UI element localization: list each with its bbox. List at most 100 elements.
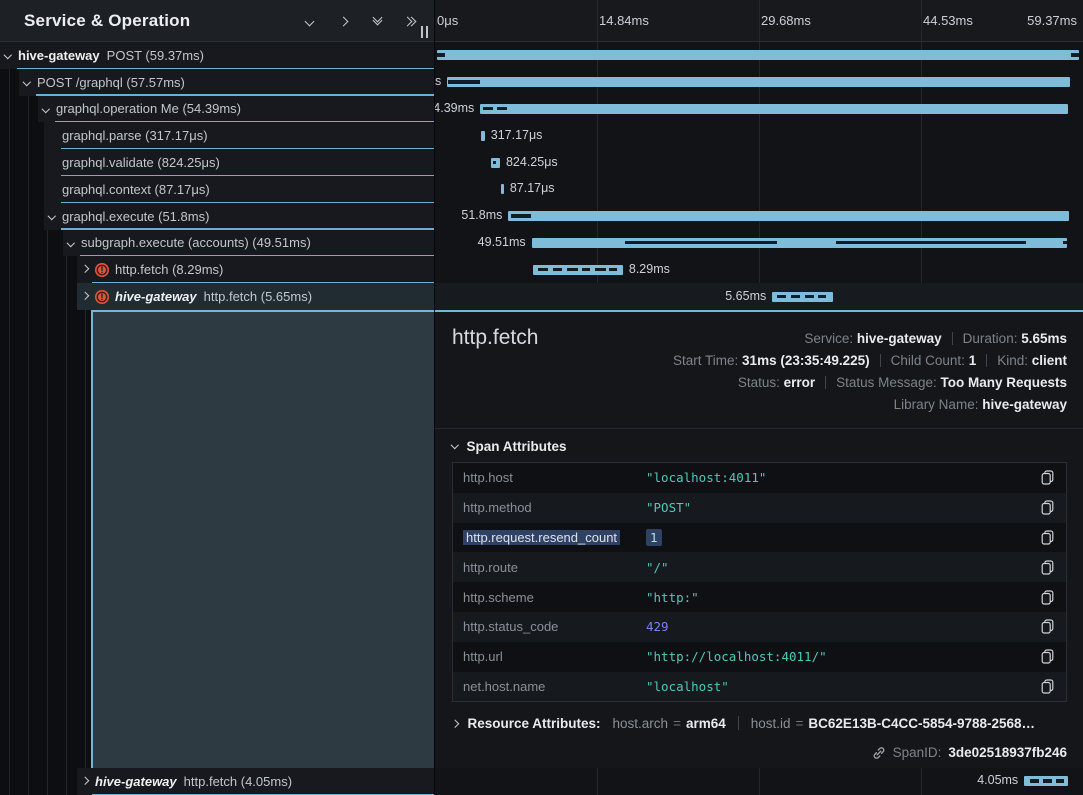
attribute-row[interactable]: http.url "http://localhost:4011/" — [453, 641, 1066, 672]
span-timeline-row[interactable]: 87.17μs — [435, 176, 1083, 203]
span-service-name: hive-gateway — [95, 773, 177, 789]
attribute-row[interactable]: http.scheme "http:" — [453, 582, 1066, 612]
attribute-key: http.status_code — [463, 619, 559, 635]
bar-duration-label: 5.65ms — [725, 288, 767, 303]
span-operation-label: subgraph.execute (accounts) (49.51ms) — [81, 235, 311, 251]
span-timeline-row[interactable]: 5.65ms — [435, 283, 1083, 310]
span-tree-row[interactable]: graphql.validate (824.25μs) — [44, 149, 434, 176]
span-duration-bar[interactable] — [491, 157, 500, 168]
span-duration-bar[interactable] — [447, 77, 1070, 88]
span-tree-row[interactable]: ! http.fetch (8.29ms) — [77, 256, 434, 284]
copy-icon[interactable] — [1039, 498, 1056, 517]
span-duration-bar[interactable] — [531, 237, 1068, 248]
axis-tick: 44.53ms — [923, 13, 973, 28]
span-duration-bar[interactable] — [772, 291, 834, 302]
row-underline — [55, 121, 434, 123]
child-span-segment — [511, 214, 531, 218]
span-tree-row[interactable]: hive-gateway POST (59.37ms) — [0, 42, 434, 69]
resource-attributes-toggle[interactable]: Resource Attributes: host.arch = arm64 host… — [452, 716, 1067, 731]
attribute-key: net.host.name — [463, 678, 546, 694]
span-tree-row[interactable]: ! hive-gateway http.fetch (5.65ms) — [77, 283, 434, 310]
span-meta: Service: hive-gateway Duration: 5.65ms Sta… — [673, 328, 1067, 416]
meta-label: Status Message: — [836, 375, 941, 390]
span-operation-label: http.fetch (8.29ms) — [115, 262, 224, 278]
span-duration-bar[interactable] — [480, 103, 1069, 114]
attribute-row[interactable]: http.route "/" — [453, 552, 1066, 583]
span-tree-row[interactable]: graphql.context (87.17μs) — [44, 176, 434, 203]
error-icon: ! — [95, 262, 109, 277]
span-timeline-row[interactable]: 51.8ms — [435, 203, 1083, 230]
span-duration-bar[interactable] — [501, 184, 504, 195]
span-id-label: SpanID: — [892, 745, 942, 760]
chevron-right-icon — [452, 719, 459, 728]
copy-icon[interactable] — [1039, 468, 1056, 487]
span-timeline-row[interactable]: 49.51ms — [435, 230, 1083, 257]
span-timeline-row[interactable]: 57.57ms — [435, 69, 1083, 96]
span-operation-label: graphql.context (87.17μs) — [62, 181, 210, 197]
span-duration-bar[interactable] — [533, 264, 623, 275]
attribute-value: 429 — [646, 619, 669, 635]
span-tree-row[interactable]: POST /graphql (57.57ms) — [19, 68, 434, 96]
meta-divider — [951, 332, 953, 345]
panel-title: Service & Operation — [24, 11, 191, 30]
span-tree-row[interactable]: graphql.parse (317.17μs) — [44, 122, 434, 150]
panel-resize-handle[interactable] — [421, 26, 428, 38]
span-timeline-row[interactable]: 4.05ms — [435, 768, 1083, 795]
span-timeline-row[interactable]: 824.25μs — [435, 149, 1083, 176]
chevron-down-icon[interactable] — [300, 12, 318, 30]
span-operation-label: http.fetch (4.05ms) — [183, 773, 293, 789]
meta-value: 1 — [968, 353, 977, 368]
span-duration-bar[interactable] — [1024, 776, 1068, 787]
span-timeline-row[interactable] — [435, 42, 1083, 69]
resource-value: arm64 — [685, 716, 726, 731]
panel-divider[interactable] — [434, 0, 435, 795]
meta-value: error — [783, 375, 816, 390]
meta-value: hive-gateway — [982, 397, 1067, 412]
child-span-segment — [537, 267, 549, 272]
service-operation-header: Service & Operation — [0, 0, 434, 42]
attribute-row[interactable]: net.host.name "localhost" — [453, 671, 1066, 702]
double-chevron-right-icon[interactable] — [402, 12, 420, 30]
attribute-row[interactable]: http.request.resend_count 1 — [453, 522, 1066, 553]
span-tree-row[interactable]: graphql.execute (51.8ms) — [44, 202, 434, 230]
child-span-segment — [497, 106, 507, 111]
span-tree-row[interactable]: subgraph.execute (accounts) (49.51ms) — [63, 229, 434, 257]
attribute-row[interactable]: http.status_code 429 — [453, 611, 1066, 642]
attribute-value: 1 — [646, 528, 1039, 546]
meta-line: Library Name: hive-gateway — [673, 394, 1067, 416]
copy-icon[interactable] — [1039, 558, 1056, 577]
child-span-segment — [1071, 53, 1079, 57]
row-underline — [36, 94, 434, 96]
child-span-segment — [625, 240, 777, 245]
attribute-value: "POST" — [646, 500, 692, 516]
child-span-segment — [1043, 779, 1053, 783]
span-duration-bar[interactable] — [437, 50, 1079, 61]
selected-span-expanded-area — [91, 310, 434, 768]
double-chevron-down-icon[interactable] — [368, 12, 386, 30]
resource-key: host.arch — [612, 716, 669, 731]
span-duration-bar[interactable] — [481, 130, 485, 141]
span-timeline-row[interactable]: 54.39ms — [435, 96, 1083, 123]
chevron-right-icon[interactable] — [334, 12, 352, 30]
copy-icon[interactable] — [1039, 677, 1056, 696]
copy-icon[interactable] — [1039, 588, 1056, 607]
span-duration-bar[interactable] — [508, 211, 1069, 222]
copy-icon[interactable] — [1039, 528, 1056, 547]
span-tree-row[interactable]: graphql.operation Me (54.39ms) — [38, 95, 434, 123]
bar-duration-label: 87.17μs — [509, 181, 555, 196]
span-timeline-row[interactable]: 317.17μs — [435, 122, 1083, 149]
attribute-row[interactable]: http.method "POST" — [453, 492, 1066, 523]
span-tree-row[interactable]: hive-gateway http.fetch (4.05ms) — [77, 768, 434, 795]
copy-icon[interactable] — [1039, 647, 1056, 666]
span-attributes-toggle[interactable]: Span Attributes — [450, 439, 567, 454]
attribute-value: "http:" — [646, 589, 699, 605]
span-operation-label: graphql.validate (824.25μs) — [62, 155, 220, 171]
child-span-segment — [791, 294, 801, 299]
row-underline — [61, 228, 434, 230]
meta-value: hive-gateway — [856, 331, 942, 346]
span-timeline-row[interactable]: 8.29ms — [435, 256, 1083, 283]
attribute-row[interactable]: http.host "localhost:4011" — [453, 463, 1066, 493]
attribute-value: "localhost" — [646, 678, 729, 694]
bar-duration-label: 4.05ms — [977, 773, 1019, 788]
copy-icon[interactable] — [1039, 617, 1056, 636]
